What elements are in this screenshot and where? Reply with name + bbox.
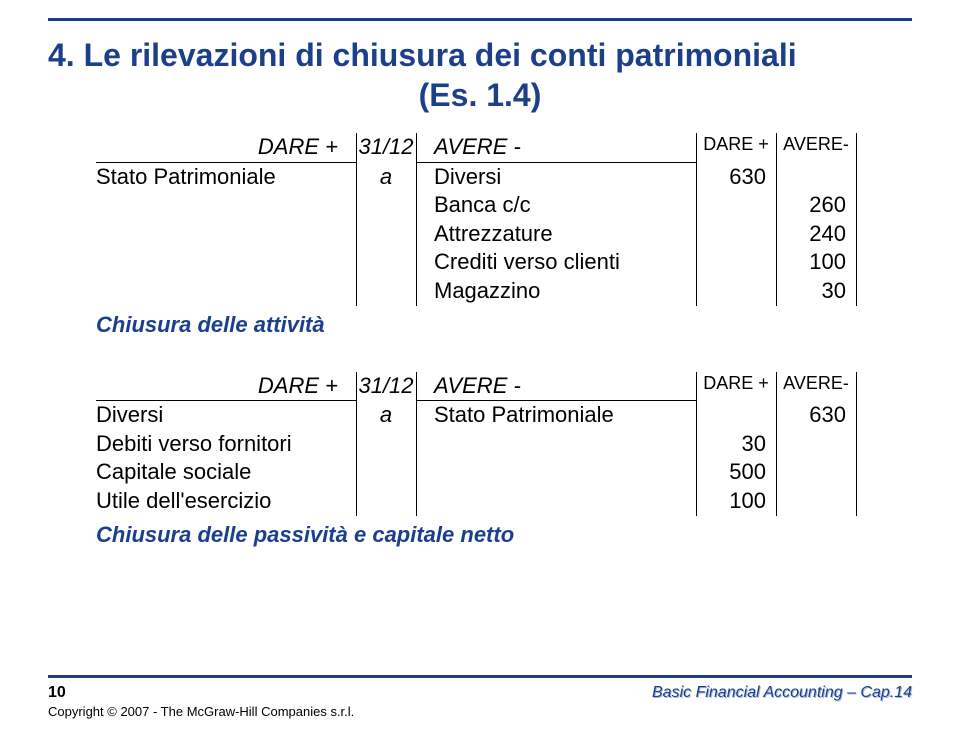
journal-row: Utile dell'esercizio 100	[96, 487, 864, 516]
row-right: Attrezzature	[416, 220, 696, 249]
hdr-dare2: DARE +	[696, 372, 776, 395]
footer: 10 Basic Financial Accounting – Cap.14 C…	[0, 675, 960, 735]
row-left: Diversi	[96, 401, 356, 430]
row-right: Stato Patrimoniale	[416, 401, 696, 430]
vline	[356, 133, 357, 306]
row-avere-amt: 30	[776, 277, 856, 306]
hdr-avere: AVERE -	[416, 133, 696, 163]
row-right: Magazzino	[416, 277, 696, 306]
row-mid: a	[356, 401, 416, 430]
journal-header: DARE + 31/12 AVERE - DARE + AVERE-	[96, 372, 864, 402]
journal-row: Debiti verso fornitori 30	[96, 430, 864, 459]
footer-row: 10 Basic Financial Accounting – Cap.14	[48, 684, 912, 702]
hdr-dare2: DARE +	[696, 133, 776, 156]
footer-rule	[48, 675, 912, 678]
row-avere-amt: 100	[776, 248, 856, 277]
vline	[356, 372, 357, 516]
title-line-1: 4. Le rilevazioni di chiusura dei conti …	[48, 35, 912, 75]
hdr-dare: DARE +	[96, 372, 356, 402]
row-dare-amt: 500	[696, 458, 776, 487]
row-avere-amt: 260	[776, 191, 856, 220]
row-left: Stato Patrimoniale	[96, 163, 356, 192]
row-right: Diversi	[416, 163, 696, 192]
top-rule	[48, 18, 912, 21]
journal1-note: Chiusura delle attività	[96, 312, 960, 338]
row-right: Banca c/c	[416, 191, 696, 220]
journal-row: DiversiaStato Patrimoniale 630	[96, 401, 864, 430]
vline	[856, 133, 857, 306]
title-line-2: (Es. 1.4)	[48, 75, 912, 115]
hdr-date: 31/12	[356, 372, 416, 401]
journal-row: Magazzino 30	[96, 277, 864, 306]
journal-row: Capitale sociale 500	[96, 458, 864, 487]
row-right: Crediti verso clienti	[416, 248, 696, 277]
journal-header: DARE + 31/12 AVERE - DARE + AVERE-	[96, 133, 864, 163]
vline	[696, 372, 697, 516]
hdr-avere2: AVERE-	[776, 133, 856, 156]
vline	[416, 133, 417, 306]
vline	[696, 133, 697, 306]
row-avere-amt: 630	[776, 401, 856, 430]
page-title: 4. Le rilevazioni di chiusura dei conti …	[48, 35, 912, 115]
journal2-note: Chiusura delle passività e capitale nett…	[96, 522, 960, 548]
row-dare-amt: 630	[696, 163, 776, 192]
vline	[776, 133, 777, 306]
row-dare-amt: 30	[696, 430, 776, 459]
row-avere-amt: 240	[776, 220, 856, 249]
hdr-avere: AVERE -	[416, 372, 696, 402]
journal-row: Crediti verso clienti 100	[96, 248, 864, 277]
page-number: 10	[48, 684, 66, 702]
vline	[856, 372, 857, 516]
journal-entry-2: DARE + 31/12 AVERE - DARE + AVERE- Diver…	[96, 372, 864, 516]
row-left: Utile dell'esercizio	[96, 487, 356, 516]
hdr-avere2: AVERE-	[776, 372, 856, 395]
row-left: Capitale sociale	[96, 458, 356, 487]
row-dare-amt: 100	[696, 487, 776, 516]
journal-row: Banca c/c 260	[96, 191, 864, 220]
row-mid: a	[356, 163, 416, 192]
journal-entry-1: DARE + 31/12 AVERE - DARE + AVERE- Stato…	[96, 133, 864, 306]
hdr-date: 31/12	[356, 133, 416, 162]
footer-caption: Basic Financial Accounting – Cap.14	[652, 684, 912, 702]
vline	[416, 372, 417, 516]
row-left: Debiti verso fornitori	[96, 430, 356, 459]
hdr-dare: DARE +	[96, 133, 356, 163]
vline	[776, 372, 777, 516]
journal-row: Attrezzature 240	[96, 220, 864, 249]
journal-row: Stato PatrimonialeaDiversi630	[96, 163, 864, 192]
